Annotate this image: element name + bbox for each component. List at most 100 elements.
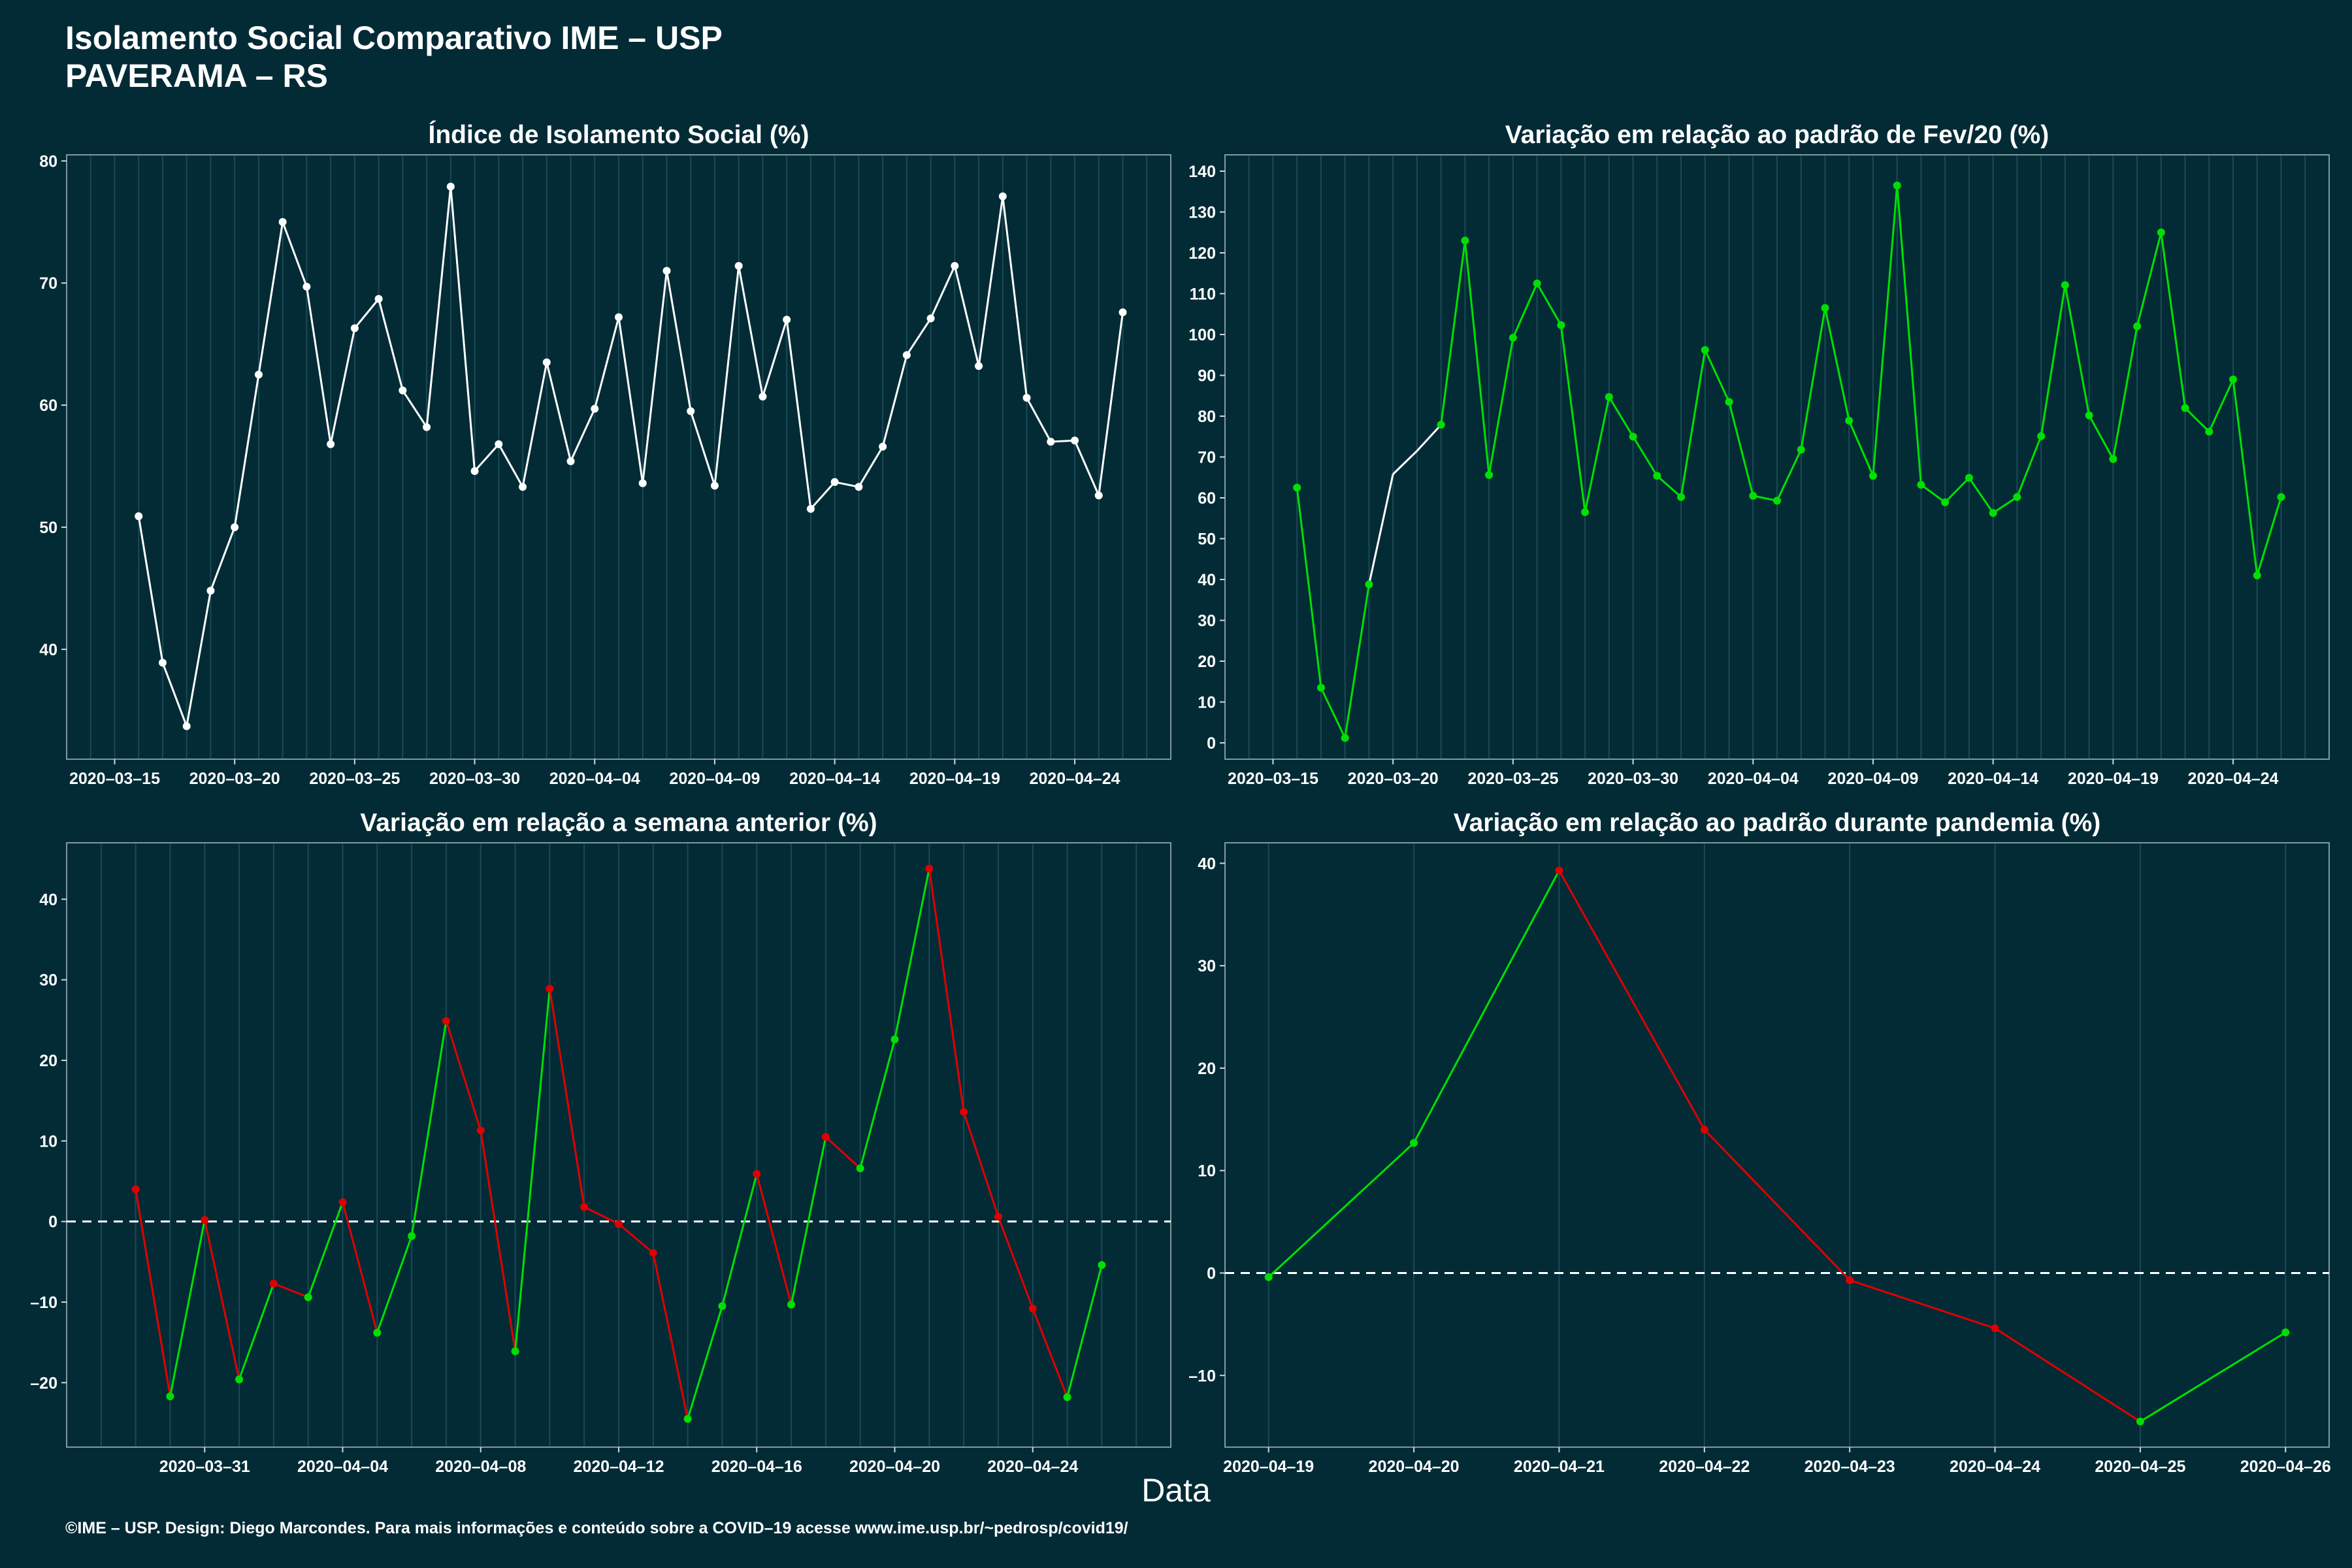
series-segment <box>1872 185 1899 476</box>
series-segment <box>1073 440 1100 496</box>
data-point <box>135 512 143 521</box>
series-segment <box>210 527 236 591</box>
series-segment <box>906 318 932 356</box>
data-point <box>1071 436 1079 445</box>
data-point <box>806 504 815 513</box>
series-segment <box>1824 308 1850 421</box>
y-tick-label: 40 <box>39 890 57 909</box>
data-point <box>254 370 263 379</box>
data-point <box>373 1328 382 1337</box>
data-point <box>131 1185 140 1194</box>
data-point <box>926 314 935 323</box>
data-point <box>787 1300 796 1309</box>
data-point <box>710 482 719 490</box>
data-point <box>830 478 839 486</box>
series-segment <box>618 1223 654 1254</box>
series-segment <box>762 319 788 397</box>
data-point <box>1797 446 1805 454</box>
data-point <box>1869 472 1877 480</box>
series-segment <box>514 988 551 1352</box>
x-tick-label: 2020–04–24 <box>987 1458 1078 1476</box>
data-point <box>925 864 934 873</box>
series-segment <box>1367 474 1394 585</box>
data-point <box>1653 472 1661 480</box>
series-segment <box>1728 401 1754 497</box>
x-tick-label: 2020–04–16 <box>711 1458 802 1476</box>
series-segment <box>2088 415 2114 460</box>
y-tick-label: 70 <box>1198 449 1216 467</box>
y-tick-label: 70 <box>39 274 57 293</box>
data-point <box>821 1133 830 1141</box>
x-tick-label: 2020–04–14 <box>789 770 880 788</box>
data-point <box>1028 1304 1037 1313</box>
x-tick-label: 2020–03–15 <box>1228 770 1318 788</box>
series-segment <box>2140 1331 2287 1423</box>
data-point <box>327 440 335 448</box>
data-point <box>1821 304 1829 312</box>
data-point <box>1461 237 1469 245</box>
series-segment <box>928 868 965 1113</box>
data-point <box>879 442 887 451</box>
y-tick-label: 60 <box>1198 489 1216 508</box>
data-point <box>399 386 407 395</box>
series-segment <box>1632 436 1658 477</box>
data-point <box>566 457 575 466</box>
series-segment <box>1800 308 1826 450</box>
data-point <box>2109 455 2117 463</box>
series-segment <box>2184 407 2210 433</box>
series-segment <box>583 1206 619 1225</box>
series-segment <box>342 1201 378 1333</box>
data-point <box>2277 493 2285 501</box>
y-tick-label: 10 <box>1198 694 1216 712</box>
data-point <box>975 362 983 370</box>
data-point <box>1605 393 1613 401</box>
series-segment <box>834 481 859 488</box>
series-segment <box>1896 185 1922 485</box>
series-segment <box>1536 283 1562 326</box>
data-point <box>1991 1324 1999 1333</box>
x-tick-label: 2020–04–19 <box>2068 770 2159 788</box>
chart-title: Índice de Isolamento Social (%) <box>429 120 809 149</box>
y-tick-label: 10 <box>1198 1162 1216 1181</box>
series-segment <box>2160 232 2187 408</box>
data-point <box>662 267 671 275</box>
data-point <box>542 358 551 367</box>
series-segment <box>1392 450 1418 475</box>
series-segment <box>1440 240 1466 425</box>
y-tick-label: 30 <box>1198 957 1216 975</box>
data-point <box>2085 411 2093 419</box>
series-segment <box>497 444 524 488</box>
x-tick-label: 2020–04–26 <box>2240 1458 2331 1476</box>
series-segment <box>2064 285 2091 416</box>
data-point <box>1316 683 1325 692</box>
y-tick-label: 0 <box>48 1213 57 1232</box>
x-tick-label: 2020–04–04 <box>1708 770 1799 788</box>
y-tick-label: –20 <box>30 1374 57 1392</box>
series-segment <box>652 1252 689 1420</box>
chart-panel-3: Variação em relação a semana anterior (%… <box>30 809 1171 1476</box>
series-segment <box>1944 477 1970 503</box>
y-tick-label: 40 <box>1198 571 1216 589</box>
chart-panel-4: Variação em relação ao padrão durante pa… <box>1188 809 2331 1476</box>
data-point <box>374 295 383 303</box>
x-tick-label: 2020–03–25 <box>309 770 400 788</box>
series-segment <box>273 1282 309 1298</box>
data-point <box>2157 228 2165 237</box>
data-point <box>1485 471 1494 479</box>
x-tick-label: 2020–04–08 <box>435 1458 526 1476</box>
series-segment <box>665 270 692 412</box>
series-segment <box>480 1130 517 1352</box>
series-segment <box>953 265 980 367</box>
data-point <box>1677 493 1686 501</box>
data-point <box>511 1347 519 1356</box>
data-point <box>1700 1125 1708 1134</box>
data-point <box>519 483 527 491</box>
data-point <box>1365 580 1373 589</box>
data-point <box>1773 497 1781 505</box>
data-point <box>1749 491 1757 500</box>
series-segment <box>161 662 188 727</box>
data-point <box>683 1414 692 1423</box>
data-point <box>998 192 1007 201</box>
series-segment <box>713 265 740 486</box>
data-point <box>1555 866 1563 875</box>
